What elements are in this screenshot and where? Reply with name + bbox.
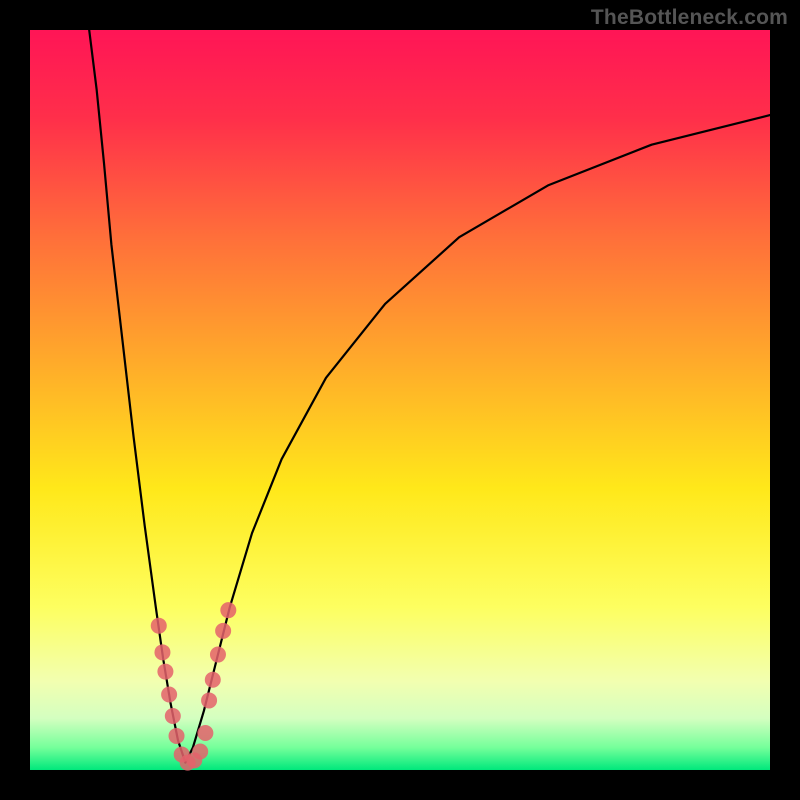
- data-marker: [154, 644, 170, 660]
- data-marker: [161, 687, 177, 703]
- data-marker: [192, 744, 208, 760]
- data-marker: [220, 602, 236, 618]
- chart-plot-area: [30, 30, 770, 770]
- bottleneck-chart: TheBottleneck.com: [0, 0, 800, 800]
- data-marker: [197, 725, 213, 741]
- data-marker: [205, 672, 221, 688]
- data-marker: [201, 692, 217, 708]
- data-marker: [215, 623, 231, 639]
- data-marker: [165, 708, 181, 724]
- data-marker: [210, 647, 226, 663]
- watermark-label: TheBottleneck.com: [591, 6, 788, 30]
- data-marker: [157, 664, 173, 680]
- data-marker: [169, 728, 185, 744]
- chart-canvas: [0, 0, 800, 800]
- data-marker: [151, 618, 167, 634]
